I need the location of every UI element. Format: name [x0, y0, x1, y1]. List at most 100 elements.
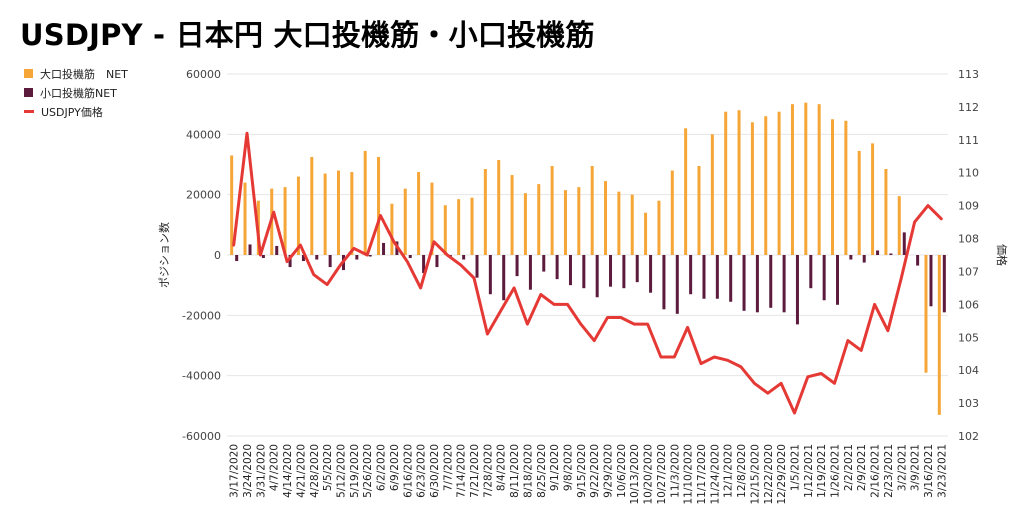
- price-line: [232, 131, 943, 415]
- bar-large: [350, 172, 354, 255]
- bar-small: [876, 250, 880, 255]
- bar-small: [942, 255, 946, 313]
- bar-small: [355, 255, 359, 260]
- x-tick-label: 9/22/2020: [589, 444, 601, 498]
- y-tick-label: -40000: [182, 370, 221, 383]
- x-tick-label: 3/17/2020: [229, 444, 241, 498]
- bar-large: [884, 169, 888, 255]
- x-tick-label: 3/24/2020: [242, 444, 254, 498]
- bar-small: [609, 255, 613, 287]
- bar-large: [831, 119, 835, 255]
- x-tick-label: 11/10/2020: [683, 444, 695, 505]
- legend-label-large: 大口投機筋 NET: [40, 67, 128, 81]
- bar-small: [782, 255, 786, 313]
- bar-large: [443, 205, 447, 255]
- x-tick-label: 11/17/2020: [696, 444, 708, 505]
- y2-tick-label: 102: [958, 430, 979, 443]
- y2-tick-label: 113: [958, 68, 979, 81]
- x-tick-label: 3/16/2021: [923, 444, 935, 498]
- x-tick-label: 2/23/2021: [883, 444, 895, 498]
- bar-large: [457, 199, 461, 255]
- bar-small: [301, 255, 305, 262]
- x-tick-label: 9/29/2020: [603, 444, 615, 498]
- bar-large: [644, 212, 648, 255]
- bar-large: [710, 134, 714, 255]
- bar-small: [595, 255, 599, 298]
- x-tick-label: 6/30/2020: [429, 444, 441, 498]
- bar-large: [897, 196, 901, 255]
- y-tick-label: 20000: [186, 189, 221, 202]
- bar-small: [822, 255, 826, 301]
- bar-large: [390, 203, 394, 255]
- bar-small: [582, 255, 586, 289]
- x-tick-label: 9/1/2020: [549, 444, 561, 491]
- x-tick-label: 1/12/2021: [803, 444, 815, 498]
- bar-large: [243, 182, 247, 255]
- bar-small: [662, 255, 666, 310]
- bar-large: [430, 182, 434, 255]
- bar-large: [310, 156, 314, 255]
- bar-small: [755, 255, 759, 313]
- x-tick-label: 10/27/2020: [656, 444, 668, 505]
- x-tick-label: 5/12/2020: [336, 444, 348, 498]
- bar-small: [261, 255, 265, 259]
- bar-large: [871, 143, 875, 255]
- bar-small: [368, 255, 372, 257]
- x-tick-label: 1/5/2021: [790, 444, 802, 491]
- bar-large: [857, 150, 861, 255]
- bar-small: [649, 255, 653, 293]
- x-tick-label: 2/2/2021: [843, 444, 855, 491]
- bar-large: [670, 170, 674, 255]
- bar-small: [382, 242, 386, 255]
- bar-small: [248, 244, 252, 255]
- bar-large: [604, 181, 608, 255]
- bar-small: [849, 255, 853, 260]
- bar-small: [702, 255, 706, 299]
- bar-large: [336, 170, 340, 255]
- x-tick-label: 2/16/2021: [870, 444, 882, 498]
- legend-swatch-price: [24, 110, 34, 113]
- y-tick-label: -20000: [182, 309, 221, 322]
- bar-small: [488, 255, 492, 295]
- bar-small: [235, 255, 239, 262]
- bar-large: [523, 193, 527, 255]
- bar-large: [230, 155, 234, 255]
- y-tick-label: -60000: [182, 430, 221, 443]
- bar-large: [323, 173, 327, 255]
- bar-large: [537, 184, 541, 255]
- bar-large: [844, 120, 848, 255]
- bar-large: [283, 187, 287, 255]
- bar-small: [809, 255, 813, 289]
- bar-small: [675, 255, 679, 314]
- x-tick-label: 12/22/2020: [763, 444, 775, 505]
- legend: 大口投機筋 NET 小口投機筋NET USDJPY価格: [24, 64, 128, 121]
- bar-large: [483, 169, 487, 255]
- chart-title: USDJPY - 日本円 大口投機筋・小口投機筋: [20, 18, 595, 52]
- x-tick-label: 12/8/2020: [736, 444, 748, 498]
- legend-item-large: 大口投機筋 NET: [24, 64, 128, 83]
- x-tick-label: 10/20/2020: [643, 444, 655, 505]
- x-tick-label: 3/2/2021: [896, 444, 908, 491]
- bar-large: [563, 190, 567, 255]
- x-tick-label: 1/26/2021: [830, 444, 842, 498]
- bar-small: [275, 245, 279, 255]
- x-tick-label: 4/14/2020: [282, 444, 294, 498]
- bar-large: [790, 104, 794, 256]
- bar-large: [777, 111, 781, 255]
- x-tick-label: 7/14/2020: [456, 444, 468, 498]
- x-tick-label: 12/29/2020: [776, 444, 788, 505]
- bar-large: [590, 166, 594, 255]
- x-tick-label: 3/23/2021: [936, 444, 948, 498]
- x-tick-label: 12/1/2020: [723, 444, 735, 498]
- x-tick-label: 8/11/2020: [509, 444, 521, 498]
- y2-axis-title: 価格: [995, 244, 1009, 266]
- bar-small: [742, 255, 746, 311]
- y2-tick-label: 111: [958, 134, 979, 147]
- bar-large: [577, 187, 581, 255]
- bar-small: [422, 255, 426, 274]
- y2-tick-label: 105: [958, 331, 979, 344]
- bar-large: [550, 166, 554, 255]
- bar-small: [715, 255, 719, 299]
- bar-large: [630, 194, 634, 255]
